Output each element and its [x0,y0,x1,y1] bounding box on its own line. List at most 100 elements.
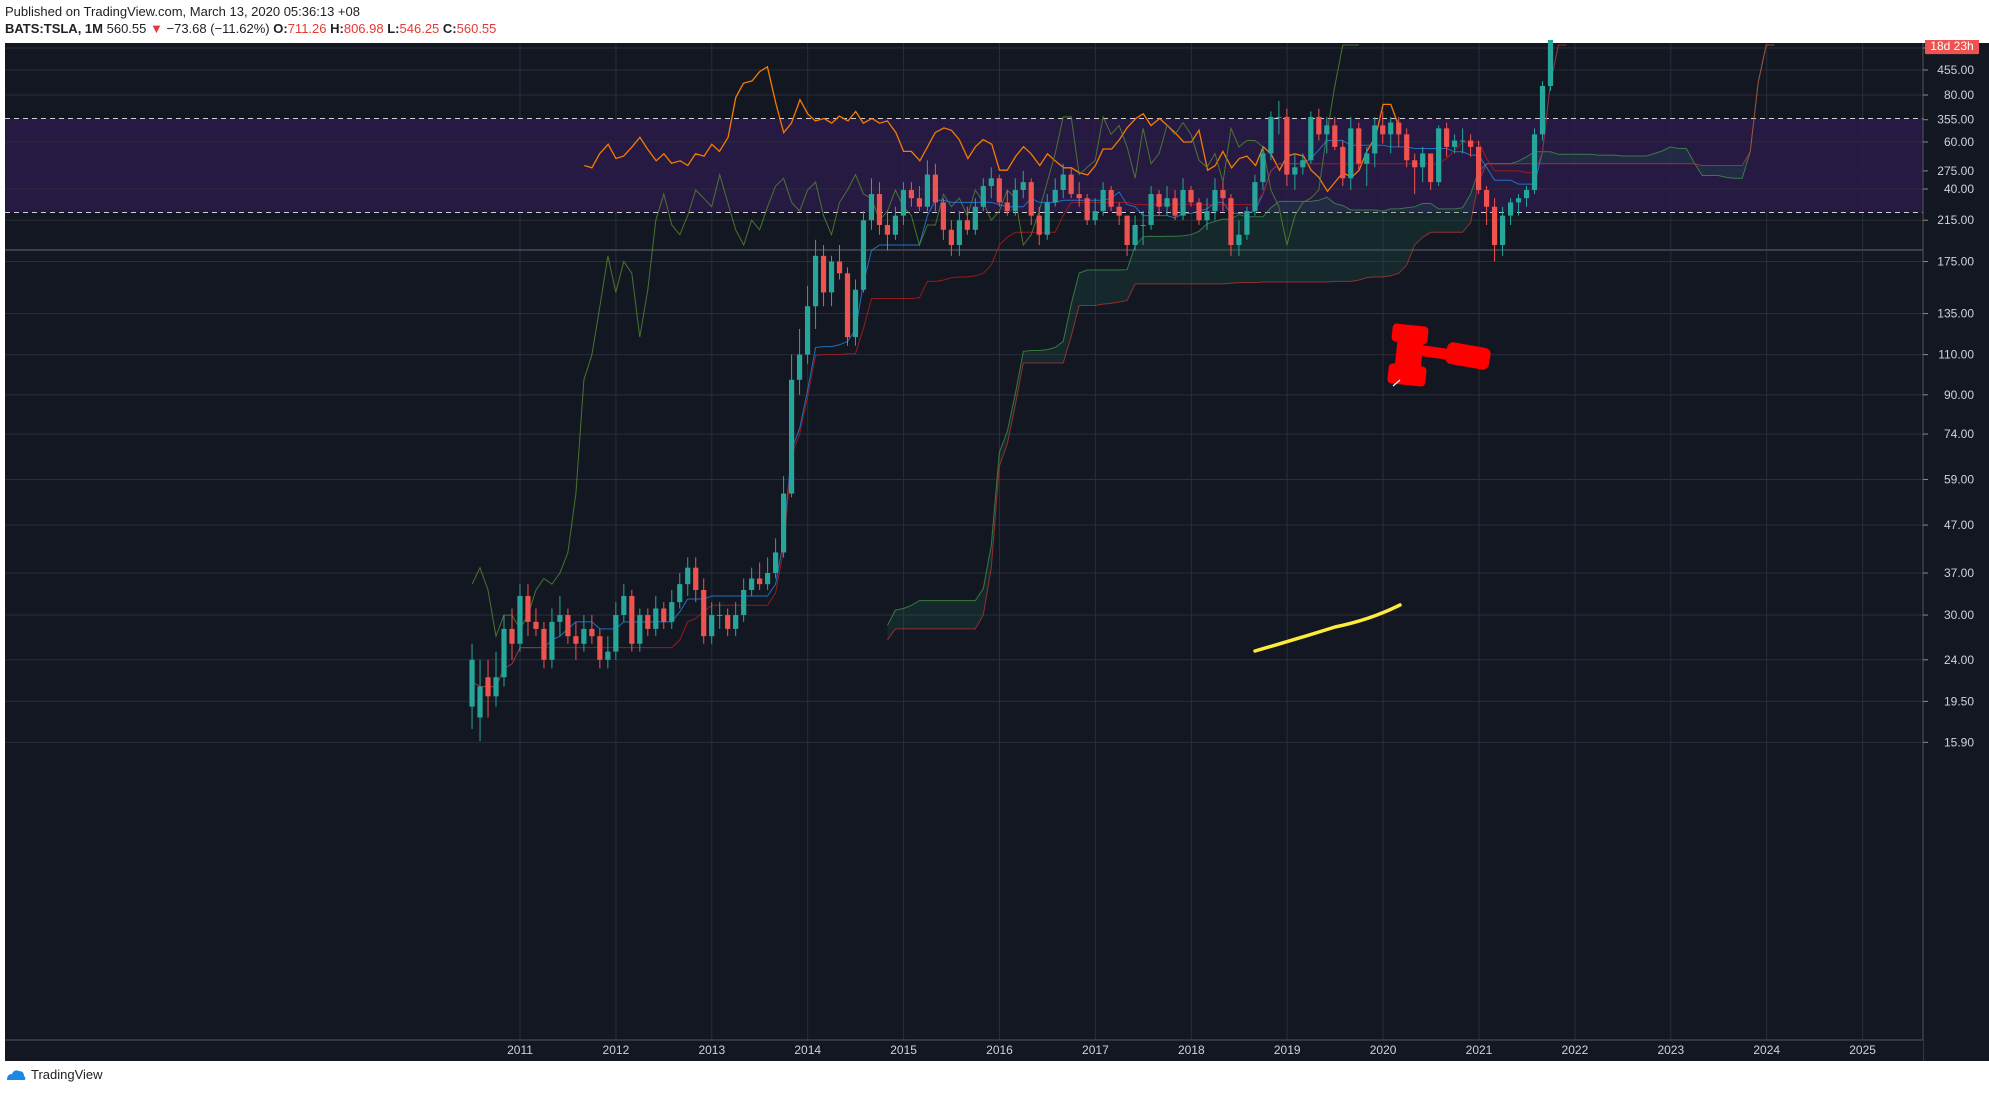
candle[interactable] [549,608,555,669]
candle[interactable] [725,608,731,637]
candle[interactable] [741,578,747,622]
candle[interactable] [1268,111,1274,161]
candle[interactable] [773,538,779,579]
candle[interactable] [828,255,835,307]
candle[interactable] [677,573,683,609]
candle[interactable] [1380,111,1386,144]
candle[interactable] [701,578,707,644]
candle[interactable] [924,160,930,212]
candle[interactable] [629,589,635,652]
candle[interactable] [1523,186,1530,207]
candle[interactable] [892,206,899,240]
candle[interactable] [557,595,563,637]
candle[interactable] [1188,186,1194,207]
candle[interactable] [868,178,875,230]
candle[interactable] [693,557,699,603]
candle[interactable] [852,279,859,346]
candle[interactable] [964,206,970,235]
candle[interactable] [1068,167,1074,199]
candle[interactable] [972,198,978,235]
candle[interactable] [860,211,867,293]
candle[interactable] [757,562,763,590]
candle[interactable] [501,615,507,687]
candle[interactable] [820,245,827,307]
candle[interactable] [1004,190,1010,216]
candle[interactable] [1324,116,1330,154]
candle[interactable] [781,476,787,558]
candle[interactable] [1100,182,1106,216]
candle[interactable] [1228,194,1234,256]
candle[interactable] [597,628,603,669]
candle[interactable] [509,608,515,660]
candle[interactable] [908,182,915,207]
candle[interactable] [653,595,659,637]
candle[interactable] [796,328,803,395]
candle[interactable] [1396,116,1402,147]
candle[interactable] [1460,128,1466,154]
candle[interactable] [1468,134,1474,157]
candle[interactable] [1252,174,1258,216]
candle[interactable] [1420,146,1426,183]
candle[interactable] [621,584,627,622]
candle[interactable] [940,198,946,240]
candle[interactable] [1404,128,1410,168]
candle[interactable] [1491,198,1498,262]
candle[interactable] [573,621,579,660]
candle[interactable] [1428,153,1434,191]
candle[interactable] [1108,186,1114,212]
candle[interactable] [1196,198,1202,225]
candle[interactable] [916,186,923,212]
candle[interactable] [1292,153,1298,191]
candle[interactable] [1436,125,1442,187]
candle[interactable] [1124,215,1130,256]
candle[interactable] [1172,190,1178,221]
candle[interactable] [948,220,954,256]
candle[interactable] [788,354,795,498]
candle[interactable] [613,602,619,660]
candle[interactable] [669,589,675,629]
candle[interactable] [581,615,587,652]
price-axis[interactable]: 2100.001700.001400.001100.00900.00740.00… [1923,40,1979,749]
gavel-drawing[interactable] [1387,323,1492,387]
candle[interactable] [1483,186,1490,225]
candle[interactable] [709,602,715,644]
candle[interactable] [1012,178,1018,216]
candle[interactable] [1364,146,1370,187]
candle[interactable] [1052,178,1058,207]
candle[interactable] [1340,140,1346,187]
candle[interactable] [1140,211,1146,246]
candle[interactable] [685,557,691,596]
candle[interactable] [477,659,483,742]
candle[interactable] [1028,178,1034,225]
candle[interactable] [1164,186,1170,216]
candle[interactable] [836,245,843,280]
trend-line-drawing[interactable] [1253,603,1402,653]
candle[interactable] [812,239,819,329]
candle[interactable] [525,584,531,637]
candle[interactable] [1372,116,1378,168]
candle[interactable] [1076,182,1082,207]
footer-brand[interactable]: TradingView [31,1067,103,1082]
symbol-label[interactable]: BATS:TSLA, 1M [5,21,103,36]
candle[interactable] [1220,182,1226,212]
candle[interactable] [1412,153,1418,195]
candle[interactable] [1092,198,1098,225]
candle[interactable] [1084,194,1090,225]
candle[interactable] [1276,100,1282,135]
candle[interactable] [1444,122,1450,157]
candle[interactable] [956,211,962,256]
candle[interactable] [884,211,891,251]
candle[interactable] [804,285,811,364]
drawings[interactable] [1253,323,1492,653]
candle[interactable] [1020,170,1026,199]
candle[interactable] [1531,128,1538,195]
candle[interactable] [876,182,883,235]
candle[interactable] [1499,206,1506,256]
candle[interactable] [765,557,771,590]
candle[interactable] [1236,220,1242,256]
candle[interactable] [1132,215,1138,251]
candle[interactable] [565,608,571,644]
candle[interactable] [1180,178,1186,221]
candle[interactable] [541,621,547,669]
